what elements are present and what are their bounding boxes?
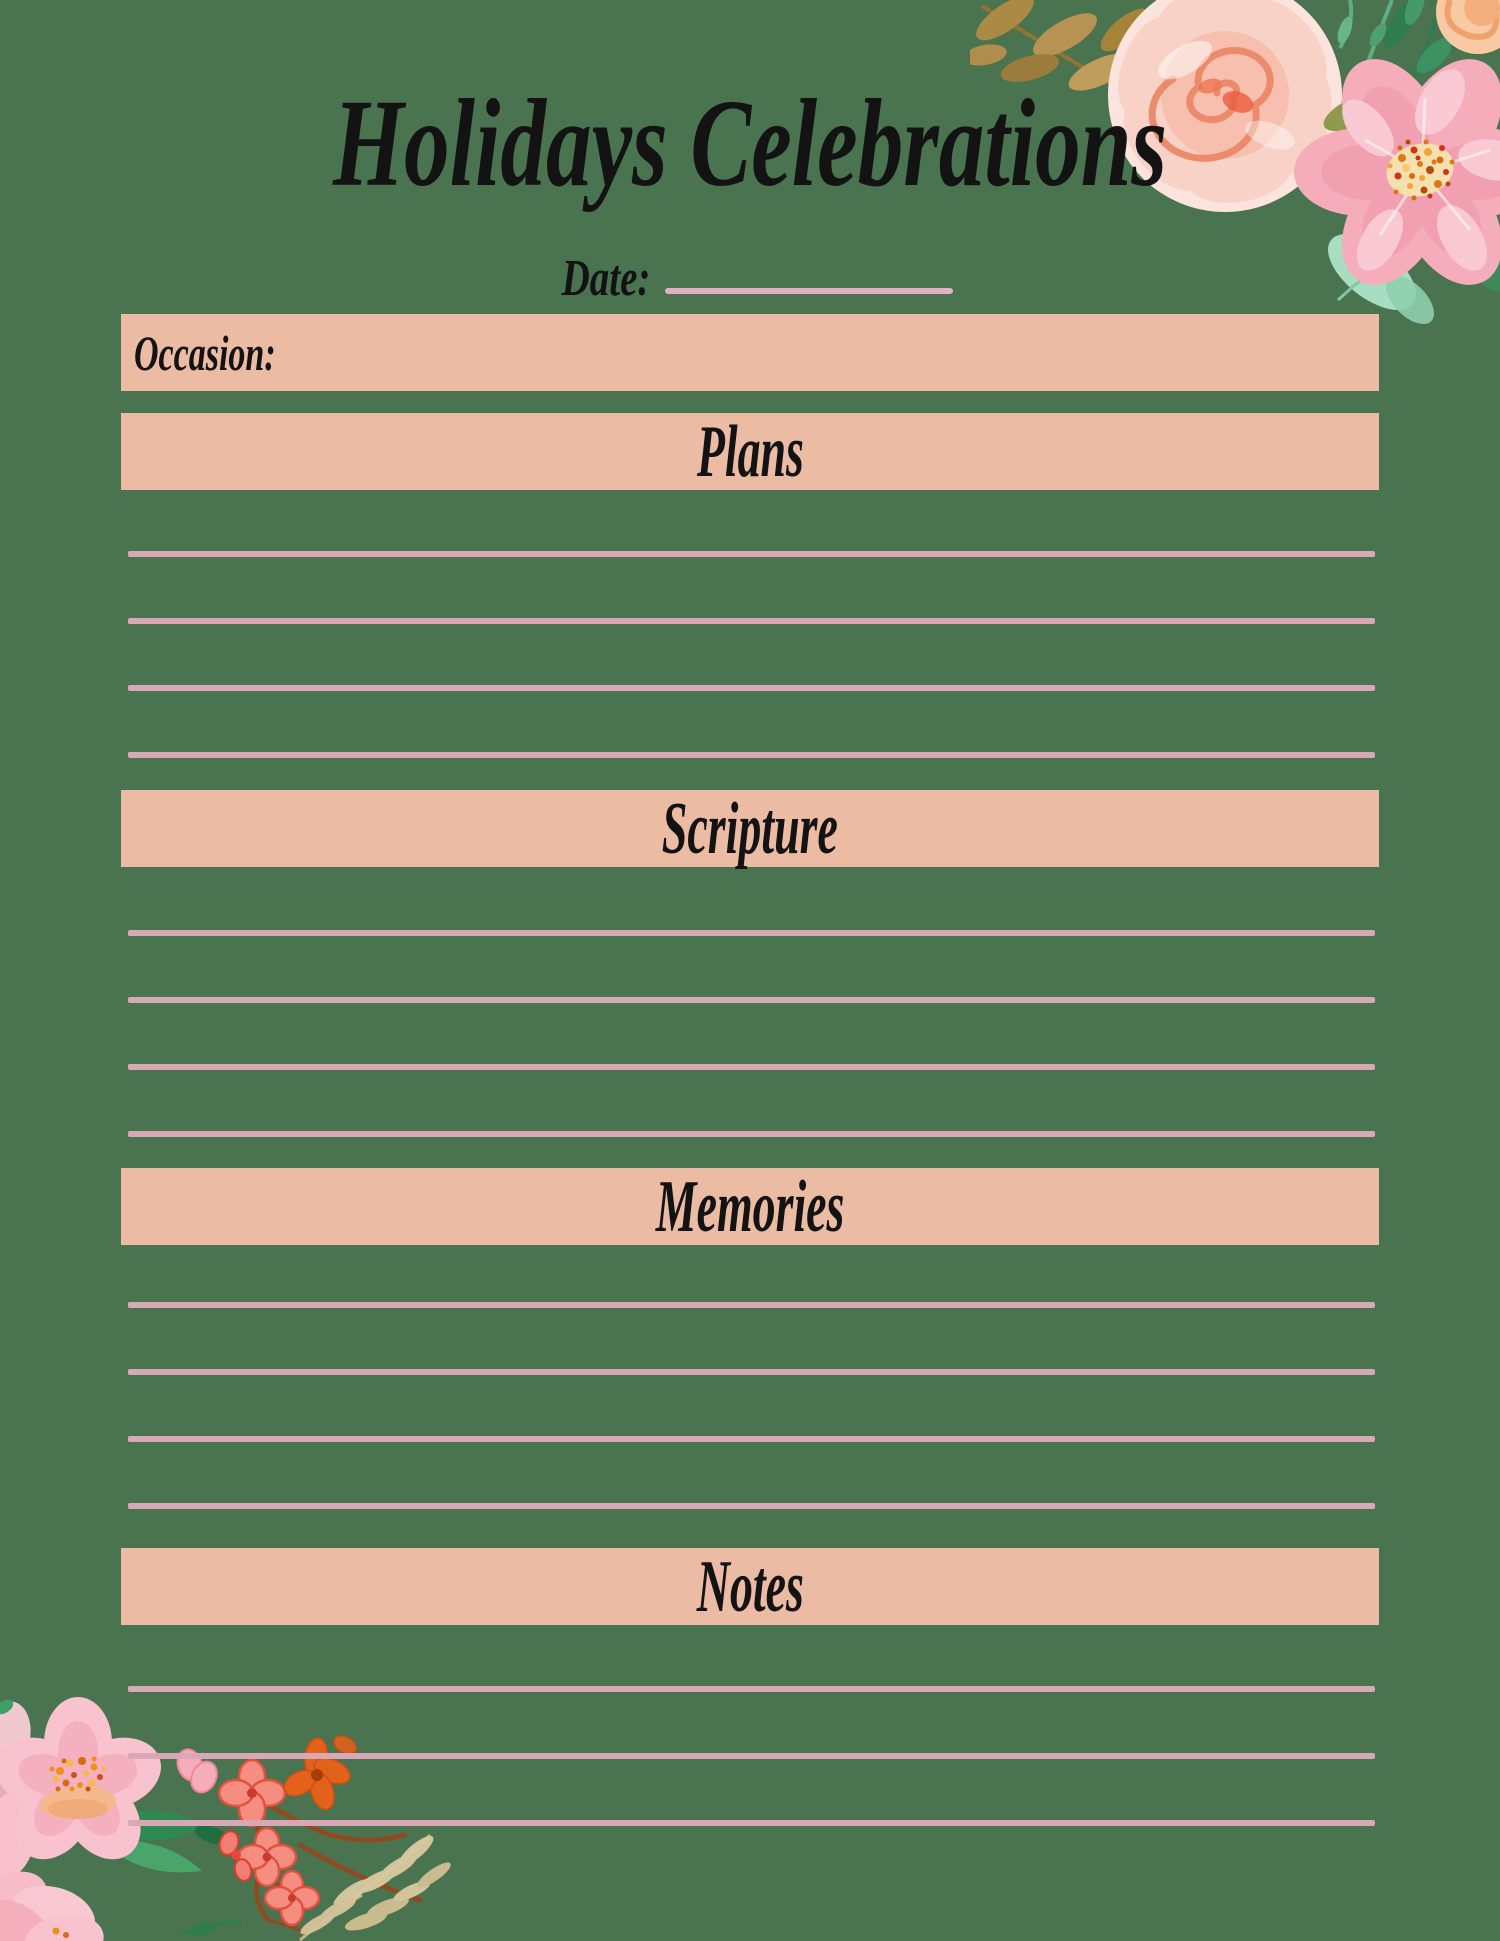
section-header-scripture: Scripture	[121, 790, 1379, 867]
ruled-line	[128, 618, 1375, 624]
occasion-field: Occasion:	[121, 314, 1379, 391]
coral-flower	[263, 1869, 321, 1927]
section-title: Plans	[696, 410, 804, 493]
ruled-line	[128, 1686, 1375, 1692]
ruled-line	[128, 551, 1375, 557]
occasion-label: Occasion:	[134, 324, 276, 381]
date-label: Date:	[561, 250, 650, 308]
ruled-line	[128, 1820, 1375, 1826]
ruled-line	[128, 1064, 1375, 1070]
ruled-line	[128, 1503, 1375, 1509]
ruled-line	[128, 930, 1375, 936]
scripture-ruled-lines	[128, 930, 1375, 1137]
section-header-plans: Plans	[121, 413, 1379, 490]
ruled-line	[128, 1131, 1375, 1137]
ruled-line	[128, 997, 1375, 1003]
ruled-line	[128, 685, 1375, 691]
ruled-line	[128, 1436, 1375, 1442]
date-write-line	[665, 288, 953, 294]
section-title: Memories	[655, 1165, 845, 1248]
section-header-notes: Notes	[121, 1548, 1379, 1625]
coral-flower	[236, 1826, 298, 1888]
plans-ruled-lines	[128, 551, 1375, 758]
camellia-stamen-dots	[1387, 139, 1455, 201]
page-title: Holidays Celebrations	[333, 75, 1167, 213]
ruled-line	[128, 1753, 1375, 1759]
section-title: Scripture	[662, 787, 838, 870]
ruled-line	[128, 1302, 1375, 1308]
ruled-line	[128, 1369, 1375, 1375]
section-header-memories: Memories	[121, 1168, 1379, 1245]
notes-ruled-lines	[128, 1686, 1375, 1826]
memories-ruled-lines	[128, 1302, 1375, 1509]
blossom-stamen-dots	[49, 1756, 107, 1792]
ruled-line	[128, 752, 1375, 758]
section-title: Notes	[696, 1545, 804, 1628]
date-field: Date:	[0, 249, 953, 307]
